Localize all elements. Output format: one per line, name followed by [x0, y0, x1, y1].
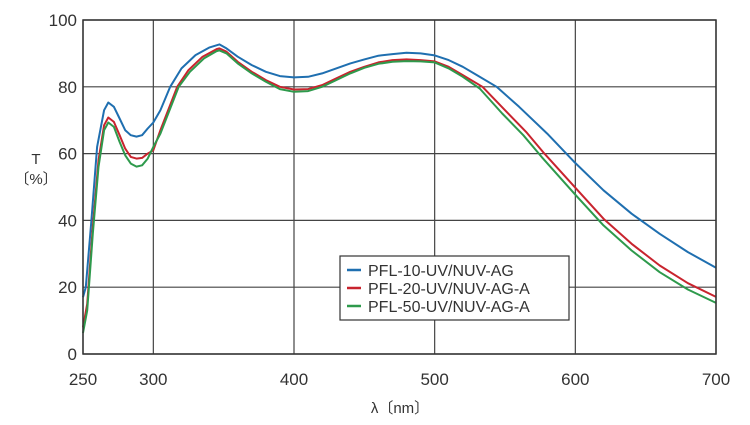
legend-label-2: PFL-50-UV/NUV-AG-A [368, 299, 530, 316]
x-tick-label: 400 [280, 370, 308, 389]
x-tick-label: 500 [420, 370, 448, 389]
series-line-1 [82, 47, 717, 328]
y-tick-label: 0 [68, 345, 77, 364]
y-axis-unit: 〔%〕 [14, 171, 57, 188]
x-tick-label: 600 [561, 370, 589, 389]
x-axis-ticks: 250 300 400 500 600 700 [69, 370, 730, 389]
plot-frame [82, 19, 717, 355]
legend-box [339, 255, 570, 321]
y-tick-label: 40 [58, 211, 77, 230]
legend: PFL-10-UV/NUV-AG PFL-20-UV/NUV-AG-A PFL-… [339, 255, 570, 321]
x-axis-label: λ〔nm〕 [371, 400, 429, 417]
y-axis-label: T [31, 151, 40, 168]
series-lines [82, 43, 717, 334]
y-tick-label: 60 [58, 145, 77, 164]
y-axis-ticks: 0 20 40 60 80 100 [49, 11, 77, 364]
legend-label-1: PFL-20-UV/NUV-AG-A [368, 281, 530, 298]
x-tick-label: 250 [69, 370, 97, 389]
series-line-0 [82, 43, 717, 298]
legend-label-0: PFL-10-UV/NUV-AG [368, 263, 514, 280]
y-tick-label: 100 [49, 11, 77, 30]
x-tick-label: 700 [702, 370, 730, 389]
y-tick-label: 20 [58, 278, 77, 297]
y-tick-label: 80 [58, 78, 77, 97]
series-line-2 [82, 49, 717, 334]
x-tick-label: 300 [139, 370, 167, 389]
